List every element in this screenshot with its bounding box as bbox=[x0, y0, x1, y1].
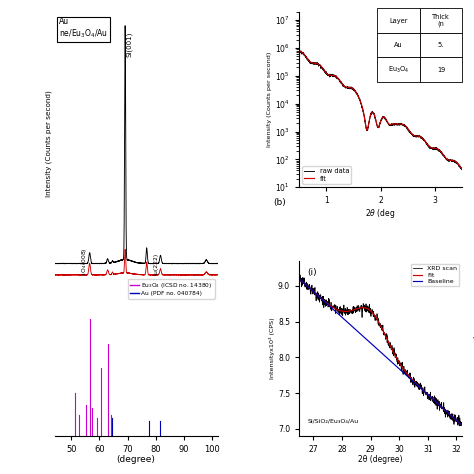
Text: Si/SiO₂/Eu₃O₄/Au: Si/SiO₂/Eu₃O₄/Au bbox=[307, 419, 358, 424]
XRD scan bbox=[348, 308, 354, 313]
Line: XRD scan: XRD scan bbox=[299, 275, 462, 426]
Baseline bbox=[336, 312, 342, 318]
Y-axis label: Intensityx10³ (CPS): Intensityx10³ (CPS) bbox=[269, 318, 275, 379]
fit bbox=[459, 166, 465, 172]
Fit bbox=[342, 309, 348, 314]
Baseline bbox=[403, 372, 409, 378]
XRD scan bbox=[444, 411, 449, 417]
XRD scan bbox=[423, 390, 429, 396]
raw data bbox=[316, 61, 321, 67]
Legend: XRD scan, Fit, Baseline: XRD scan, Fit, Baseline bbox=[411, 264, 459, 286]
fit bbox=[296, 48, 302, 54]
X-axis label: 2θ (degree): 2θ (degree) bbox=[358, 456, 403, 465]
fit bbox=[316, 61, 321, 67]
Text: Eu$_3$O$_4$(008): Eu$_3$O$_4$(008) bbox=[81, 248, 90, 283]
Line: Fit: Fit bbox=[299, 279, 462, 426]
Text: Au(222): Au(222) bbox=[155, 253, 159, 277]
fit bbox=[365, 123, 371, 129]
Baseline bbox=[459, 423, 465, 428]
Fit bbox=[459, 423, 465, 428]
raw data bbox=[389, 122, 395, 128]
raw data bbox=[369, 109, 374, 115]
raw data bbox=[297, 48, 303, 54]
Fit bbox=[296, 276, 302, 282]
raw data bbox=[372, 113, 377, 118]
X-axis label: 2$\theta$ (deg: 2$\theta$ (deg bbox=[365, 207, 396, 219]
Legend: raw data, fit: raw data, fit bbox=[302, 166, 351, 184]
Line: raw data: raw data bbox=[299, 51, 462, 170]
raw data bbox=[309, 60, 315, 66]
XRD scan bbox=[456, 423, 462, 429]
Fit bbox=[443, 408, 449, 414]
fit bbox=[389, 121, 395, 127]
raw data bbox=[459, 167, 465, 173]
X-axis label: (degree): (degree) bbox=[117, 456, 155, 465]
fit bbox=[369, 110, 374, 116]
fit bbox=[372, 113, 377, 118]
XRD scan bbox=[403, 373, 409, 378]
Baseline bbox=[342, 317, 348, 323]
XRD scan bbox=[459, 422, 465, 428]
Baseline bbox=[348, 322, 354, 328]
Line: Baseline: Baseline bbox=[299, 279, 462, 426]
fit bbox=[309, 60, 315, 65]
XRD scan bbox=[296, 276, 302, 282]
Fit bbox=[423, 390, 429, 396]
Text: Au
ne/Eu$_3$O$_4$/Au: Au ne/Eu$_3$O$_4$/Au bbox=[59, 17, 109, 40]
Fit bbox=[348, 308, 354, 313]
Text: Si(001): Si(001) bbox=[126, 31, 132, 57]
Baseline bbox=[423, 390, 429, 396]
Text: (i): (i) bbox=[307, 268, 317, 277]
Fit bbox=[403, 370, 409, 375]
XRD scan bbox=[297, 272, 303, 278]
raw data bbox=[459, 166, 465, 172]
Baseline bbox=[296, 276, 302, 282]
Y-axis label: Intensity (Counts per second): Intensity (Counts per second) bbox=[45, 91, 52, 197]
Legend: Eu$_3$O$_4$ (ICSD no. 14380), Au (PDF no. 040784): Eu$_3$O$_4$ (ICSD no. 14380), Au (PDF no… bbox=[128, 279, 215, 299]
XRD scan bbox=[337, 310, 342, 316]
raw data bbox=[365, 123, 371, 129]
Baseline bbox=[443, 408, 449, 414]
XRD scan bbox=[342, 306, 348, 311]
Text: (b): (b) bbox=[273, 198, 286, 207]
Fit bbox=[336, 308, 342, 313]
Y-axis label: Intensity (Counts per second): Intensity (Counts per second) bbox=[267, 52, 273, 147]
raw data bbox=[296, 48, 302, 54]
Line: fit: fit bbox=[299, 51, 462, 169]
